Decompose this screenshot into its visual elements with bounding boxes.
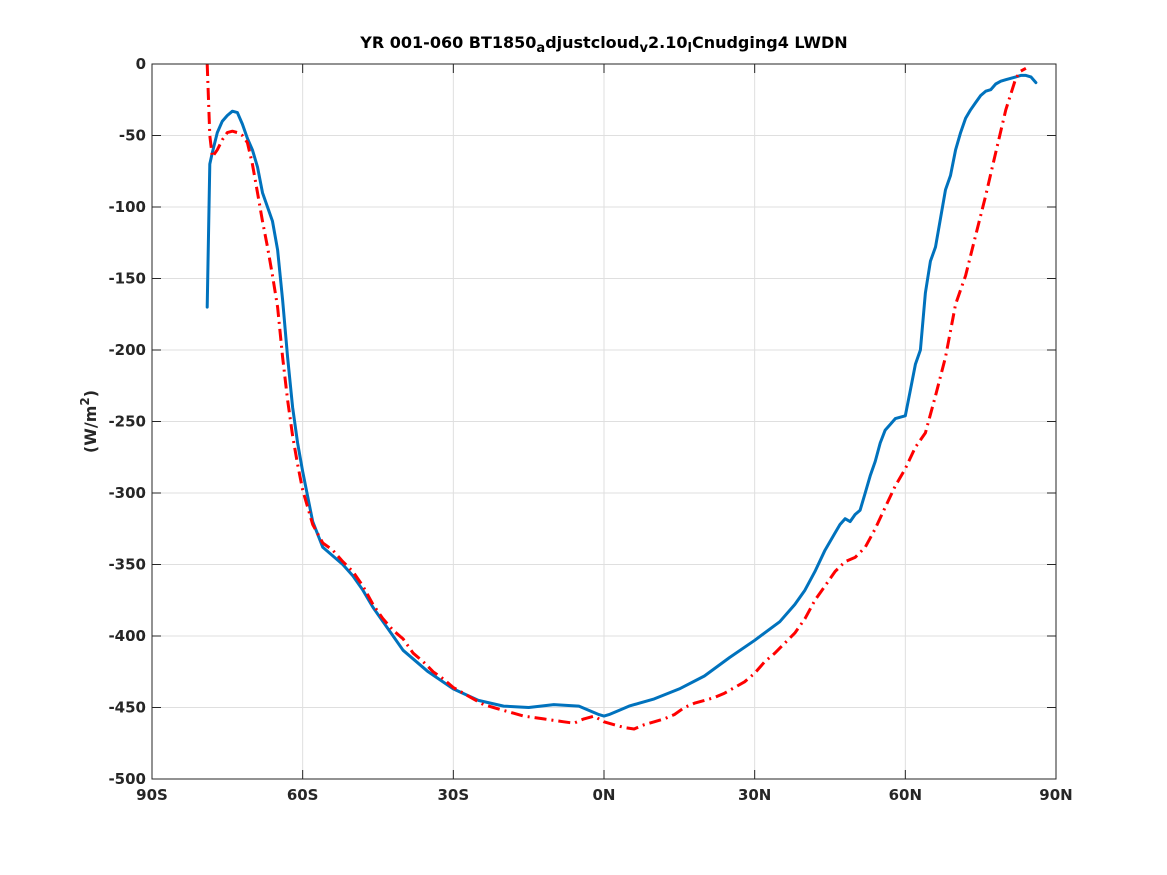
y-label-suffix: ) [81,390,100,397]
x-tick-label: 90N [1039,786,1072,804]
y-tick-label: -200 [108,341,146,359]
title-part: a [536,41,545,56]
series-lines [205,63,1038,731]
x-axis: 90S 60S 30S 0N 30N 60N 90N [136,64,1073,804]
y-tick-label: -50 [119,127,146,145]
y-tick-label: -150 [108,270,146,288]
y-label-sup: 2 [78,397,92,405]
y-tick-label: -300 [108,484,146,502]
y-tick-label: -500 [108,770,146,788]
y-label-prefix: (W/m [81,406,100,453]
y-tick-label: 0 [136,55,146,73]
y-tick-label: -350 [108,556,146,574]
y-axis: 0 -50 -100 -150 -200 -250 -300 -350 -400 -450 -500 [108,55,1056,788]
title-part: v [640,41,649,56]
title-part: YR 001-060 BT1850 [359,33,536,52]
y-tick-label: -450 [108,699,146,717]
x-tick-label: 90S [136,786,168,804]
title-part: l [687,41,691,56]
y-tick-label: -250 [108,413,146,431]
x-tick-label: 30S [437,786,469,804]
x-tick-label: 0N [593,786,616,804]
x-tick-label: 60N [889,786,922,804]
x-tick-label: 60S [287,786,319,804]
series-line-1 [205,73,1038,718]
title-part: 2.10 [648,33,687,52]
y-tick-label: -400 [108,627,146,645]
chart-title: YR 001-060 BT1850adjustcloudv2.10lCnudgi… [359,33,847,56]
title-part: Cnudging4 LWDN [692,33,848,52]
title-part: djustcloud [545,33,639,52]
x-tick-label: 30N [738,786,771,804]
y-axis-label: (W/m2) [78,390,100,453]
y-tick-label: -100 [108,198,146,216]
series-line-2 [205,63,1027,731]
